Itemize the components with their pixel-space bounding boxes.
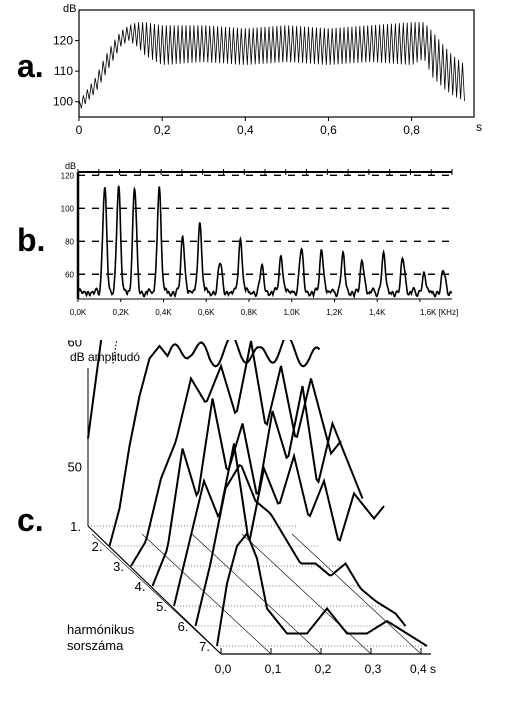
chart-a-ytick-label: 120 — [53, 34, 73, 48]
panel-label-b: b. — [17, 222, 46, 258]
panel-label-a: a. — [17, 48, 44, 84]
chart-a-waveform-envelope: dB s 0 0,2 0,4 0,6 0,8 100 110 120 — [53, 3, 482, 137]
chart-c-depth-tick-label: 3. — [113, 559, 124, 574]
chart-c-series-5th-line — [173, 443, 385, 607]
chart-b-xtick-label: 1,2K — [326, 308, 343, 317]
chart-c-ytick-label: 50 — [68, 460, 82, 475]
chart-a-xtick-label: 0,2 — [154, 123, 171, 137]
chart-c-depth-label-1: harmónikus — [67, 622, 135, 637]
chart-a-frame — [78, 9, 475, 118]
chart-b-ytick-label: 80 — [65, 237, 74, 246]
chart-c-time-guide — [191, 533, 322, 655]
chart-b-ytick-label: 120 — [61, 171, 75, 180]
chart-b-spectrum: dB 60 80 100 120 0,0K 0,2K 0,4K 0,6K 0,8K 1,0K 1,2K… — [61, 161, 459, 317]
chart-c-depth-tick-label: 4. — [135, 579, 146, 594]
chart-c-harmonics-3d: dB amplitudó7060500,00,10,20,30,4 s1.2.3… — [67, 340, 436, 676]
chart-c-depth-tick-label: 5. — [156, 599, 167, 614]
chart-b-xtick-label: 1,4K — [369, 308, 386, 317]
panel-label-c: c. — [17, 502, 44, 538]
chart-c-series-4th-line — [151, 385, 364, 587]
chart-c-xtick-label: 0,1 — [265, 662, 282, 676]
chart-b-ytick-label: 60 — [65, 270, 74, 279]
chart-b-ylabel: dB — [65, 161, 76, 171]
chart-c-time-guide — [291, 533, 422, 655]
chart-c-xtick-label: 0,0 — [215, 662, 232, 676]
chart-b-xtick-label: 0,0K — [70, 308, 87, 317]
chart-c-depth-tick-label: 1. — [70, 519, 81, 534]
chart-b-ytick-label: 100 — [61, 204, 75, 213]
chart-c-time-guide — [141, 533, 272, 655]
chart-a-xtick-label: 0,8 — [403, 123, 420, 137]
chart-b-xtick-label: 0,4K — [155, 308, 172, 317]
chart-c-xtick-label: 0,3 — [365, 662, 382, 676]
chart-a-xtick-label: 0,4 — [237, 123, 254, 137]
chart-c-ytick-label: 60 — [68, 340, 82, 350]
chart-c-depth-label-2: sorszáma — [67, 638, 124, 653]
chart-a-ylabel: dB — [63, 3, 76, 15]
chart-b-xtick-label: 0,8K — [241, 308, 258, 317]
chart-a-ytick-label: 100 — [53, 95, 73, 109]
chart-a-xlabel: s — [476, 120, 482, 134]
chart-c-depth-tick-label: 6. — [178, 619, 189, 634]
chart-c-series-6th-line — [194, 463, 407, 627]
chart-c-depth-tick-label: 7. — [199, 639, 210, 654]
chart-c-depth-tick-label: 2. — [92, 539, 103, 554]
chart-b-xtick-label: 1,0K — [283, 308, 300, 317]
chart-c-series-3rd-line — [130, 340, 342, 567]
chart-b-spectrum-line — [77, 185, 453, 299]
chart-c-time-guide — [91, 533, 222, 655]
chart-c-ylabel: dB amplitudó — [70, 350, 140, 364]
chart-a-xtick-label: 0,6 — [320, 123, 337, 137]
chart-b-xtick-label: 1,6K [KHz] — [420, 308, 458, 317]
chart-a-waveform-line — [79, 22, 465, 109]
chart-b-xtick-label: 0,6K — [198, 308, 215, 317]
chart-a-xtick-label: 0 — [76, 123, 83, 137]
chart-c-series-2nd-line — [108, 340, 321, 547]
chart-b-xtick-label: 0,2K — [113, 308, 130, 317]
chart-c-xtick-label: 0,4 s — [410, 662, 436, 676]
chart-c-xtick-label: 0,2 — [315, 662, 332, 676]
chart-c-series-7th-line — [216, 531, 428, 647]
chart-c-depth-axis — [87, 525, 222, 655]
chart-a-ytick-label: 110 — [54, 64, 73, 78]
chart-c-time-guide — [241, 533, 372, 655]
